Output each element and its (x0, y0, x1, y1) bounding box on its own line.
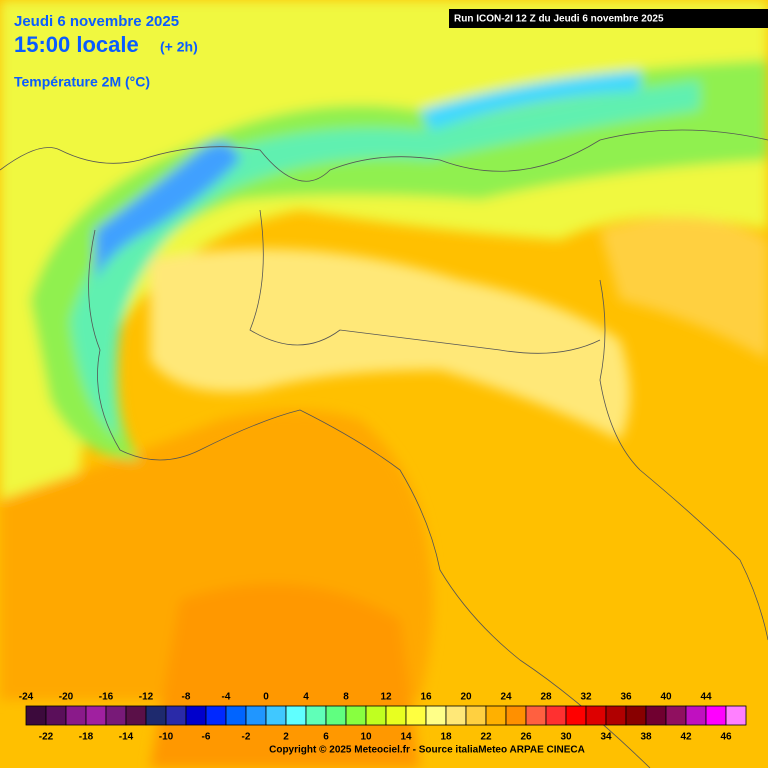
legend-label: 26 (520, 732, 532, 743)
legend-label: -6 (202, 732, 211, 743)
legend-swatch (285, 705, 307, 726)
legend-label: -16 (99, 692, 114, 703)
legend-label: 22 (480, 732, 492, 743)
legend-label: 46 (720, 732, 732, 743)
legend-label: 32 (580, 692, 592, 703)
legend-label: -8 (182, 692, 191, 703)
legend-label: 42 (680, 732, 692, 743)
legend-swatch (385, 705, 407, 726)
legend-label: 16 (420, 692, 432, 703)
legend-swatch (25, 705, 47, 726)
legend-swatch (365, 705, 387, 726)
legend-swatch (565, 705, 587, 726)
legend-label: 38 (640, 732, 652, 743)
legend-label: -20 (59, 692, 74, 703)
legend-swatch (485, 705, 507, 726)
legend-swatch (585, 705, 607, 726)
legend-swatch (245, 705, 267, 726)
legend-label: 36 (620, 692, 632, 703)
legend-label: -18 (79, 732, 94, 743)
legend-swatch (405, 705, 427, 726)
legend-swatch (425, 705, 447, 726)
legend-label: 10 (360, 732, 372, 743)
legend-swatch (65, 705, 87, 726)
legend-swatch (85, 705, 107, 726)
legend-label: -14 (119, 732, 134, 743)
legend-label: -4 (222, 692, 231, 703)
legend-label: -22 (39, 732, 54, 743)
legend-swatch (145, 705, 167, 726)
time: 15:00 locale (14, 32, 139, 57)
legend-label: 20 (460, 692, 472, 703)
legend-label: 24 (500, 692, 512, 703)
legend: -24-22-20-18-16-14-12-10-8-6-4-202468101… (19, 692, 747, 743)
run: Run ICON-2I 12 Z du Jeudi 6 novembre 202… (454, 14, 664, 25)
legend-label: 4 (303, 692, 309, 703)
header: Jeudi 6 novembre 2025 15:00 locale (+ 2h… (14, 9, 768, 90)
legend-label: 44 (700, 692, 712, 703)
borders (0, 129, 768, 768)
legend-label: 14 (400, 732, 412, 743)
copyright: Copyright © 2025 Meteociel.fr - Source i… (269, 745, 585, 756)
legend-swatch (605, 705, 627, 726)
legend-swatch (305, 705, 327, 726)
legend-swatch (465, 705, 487, 726)
legend-swatch (645, 705, 667, 726)
legend-swatch (665, 705, 687, 726)
legend-label: -12 (139, 692, 154, 703)
legend-swatch (185, 705, 207, 726)
date: Jeudi 6 novembre 2025 (14, 13, 179, 30)
legend-label: 28 (540, 692, 552, 703)
legend-label: 34 (600, 732, 612, 743)
legend-label: 40 (660, 692, 672, 703)
offset: (+ 2h) (160, 39, 198, 55)
legend-label: 2 (283, 732, 289, 743)
legend-swatch (705, 705, 727, 726)
legend-swatch (625, 705, 647, 726)
legend-label: 8 (343, 692, 349, 703)
legend-swatch (345, 705, 367, 726)
legend-swatch (445, 705, 467, 726)
legend-label: 30 (560, 732, 572, 743)
legend-label: 0 (263, 692, 269, 703)
legend-label: 6 (323, 732, 329, 743)
parameter: Température 2M (°C) (14, 74, 150, 90)
legend-swatch (725, 705, 747, 726)
legend-swatch (545, 705, 567, 726)
legend-swatch (325, 705, 347, 726)
legend-swatch (205, 705, 227, 726)
legend-swatch (125, 705, 147, 726)
legend-swatch (165, 705, 187, 726)
legend-label: 12 (380, 692, 392, 703)
legend-swatch (45, 705, 67, 726)
legend-label: -10 (159, 732, 174, 743)
legend-swatch (505, 705, 527, 726)
legend-label: 18 (440, 732, 452, 743)
legend-swatch (525, 705, 547, 726)
legend-swatch (105, 705, 127, 726)
legend-swatch (685, 705, 707, 726)
legend-label: -2 (242, 732, 251, 743)
legend-label: -24 (19, 692, 34, 703)
legend-swatch (265, 705, 287, 726)
legend-swatch (225, 705, 247, 726)
run-banner (449, 9, 768, 28)
